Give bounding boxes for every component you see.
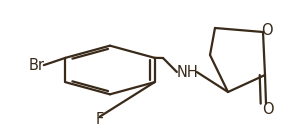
Text: NH: NH (177, 64, 199, 80)
Text: F: F (96, 112, 104, 127)
Text: Br: Br (29, 58, 44, 73)
Text: O: O (262, 102, 273, 117)
Text: O: O (261, 23, 272, 38)
